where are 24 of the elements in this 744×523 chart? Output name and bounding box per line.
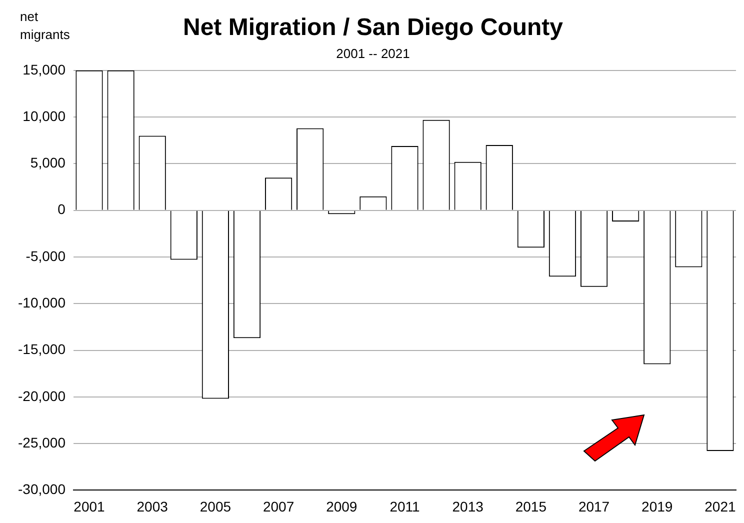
x-tick-label: 2015 xyxy=(515,498,547,514)
x-tick-label: 2009 xyxy=(326,498,358,514)
x-tick-label: 2021 xyxy=(704,498,736,514)
y-axis-title: net migrants xyxy=(20,8,70,44)
y-tick-label: -30,000 xyxy=(18,481,66,498)
x-tick-label: 2011 xyxy=(390,498,420,514)
x-tick-label: 2013 xyxy=(452,498,484,514)
chart-subtitle: 2001 -- 2021 xyxy=(336,46,410,62)
y-tick-label: 15,000 xyxy=(22,61,66,78)
x-tick-label: 2007 xyxy=(262,498,294,514)
x-tick-label: 2005 xyxy=(200,498,232,514)
y-tick-label: 10,000 xyxy=(22,108,66,124)
x-tick-label: 2019 xyxy=(642,498,673,514)
x-tick-label: 2017 xyxy=(578,498,610,514)
chart-title: Net Migration / San Diego County xyxy=(182,14,564,42)
x-tick-label: 2001 xyxy=(74,498,106,514)
y-tick-label: -15,000 xyxy=(18,341,66,358)
y-tick-label: -10,000 xyxy=(18,294,66,310)
x-tick-label: 2003 xyxy=(136,498,168,514)
y-tick-label: -5,000 xyxy=(26,248,66,264)
y-tick-label: 0 xyxy=(58,201,66,218)
y-tick-label: -25,000 xyxy=(18,434,66,450)
y-tick-label: -20,000 xyxy=(18,388,66,404)
y-tick-label: 5,000 xyxy=(30,154,66,171)
